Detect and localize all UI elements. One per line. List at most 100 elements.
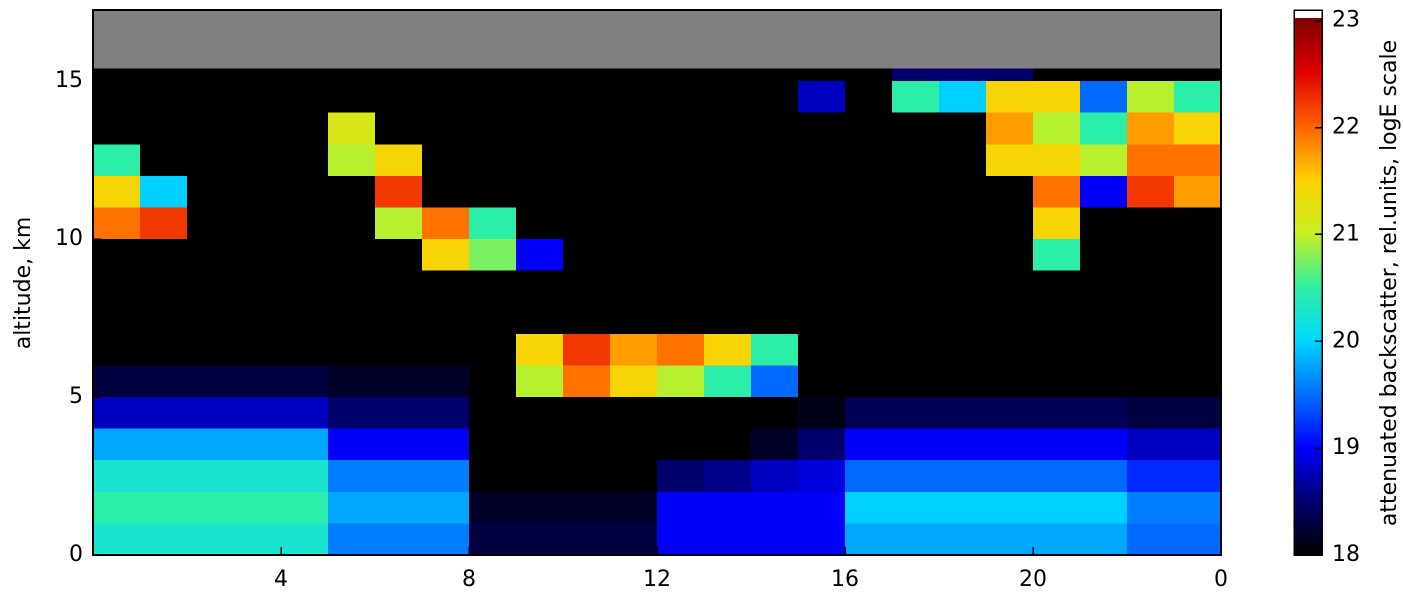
heatmap-cell	[845, 112, 892, 145]
heatmap-cell	[563, 270, 610, 303]
heatmap-cell	[375, 81, 422, 113]
heatmap-cell	[845, 302, 892, 334]
heatmap-cell	[328, 365, 375, 398]
heatmap-cell	[657, 428, 704, 461]
heatmap-cell	[234, 144, 281, 176]
heatmap-cell	[375, 68, 422, 82]
heatmap-cell	[751, 523, 798, 555]
heatmap-cell	[1127, 270, 1174, 303]
heatmap-cell	[328, 491, 375, 524]
heatmap-cell	[328, 428, 375, 461]
heatmap-cell	[751, 491, 798, 524]
heatmap-cell	[845, 207, 892, 240]
heatmap-cell	[516, 365, 563, 398]
heatmap-cell	[892, 144, 939, 176]
y-tick-label: 0	[69, 542, 83, 567]
heatmap-cell	[563, 207, 610, 240]
heatmap-cell	[187, 207, 234, 240]
heatmap-cell	[939, 81, 986, 113]
heatmap-cell	[704, 81, 751, 113]
heatmap-cell	[1174, 175, 1221, 208]
heatmap-cell	[751, 112, 798, 145]
heatmap-cell	[798, 523, 845, 555]
heatmap-cell	[469, 491, 516, 524]
heatmap-cell	[986, 207, 1033, 240]
heatmap-cell	[1033, 144, 1080, 176]
heatmap-cell	[375, 523, 422, 555]
heatmap-cell	[1127, 460, 1174, 492]
heatmap-cell	[986, 523, 1033, 555]
heatmap-cell	[563, 397, 610, 429]
y-tick-label: 15	[55, 68, 83, 93]
heatmap-cell	[422, 175, 469, 208]
heatmap-cell	[704, 523, 751, 555]
heatmap-cell	[986, 333, 1033, 366]
heatmap-cell	[704, 239, 751, 271]
heatmap-cell	[657, 460, 704, 492]
heatmap-cell	[610, 270, 657, 303]
heatmap-cell	[704, 397, 751, 429]
heatmap-cell	[234, 302, 281, 334]
heatmap-cell	[1127, 523, 1174, 555]
heatmap-cell	[657, 81, 704, 113]
heatmap-cell	[328, 68, 375, 82]
heatmap-cell	[939, 460, 986, 492]
heatmap-cell	[422, 523, 469, 555]
heatmap-cell	[657, 270, 704, 303]
heatmap-cell	[328, 81, 375, 113]
heatmap-cell	[422, 112, 469, 145]
heatmap-cell	[610, 68, 657, 82]
heatmap-cell	[140, 239, 187, 271]
heatmap-cell	[751, 365, 798, 398]
heatmap-cell	[939, 270, 986, 303]
heatmap-cell	[469, 523, 516, 555]
heatmap-cell	[187, 81, 234, 113]
heatmap-cell	[281, 175, 328, 208]
heatmap-cell	[1127, 144, 1174, 176]
heatmap-cell	[187, 428, 234, 461]
heatmap-cell	[610, 523, 657, 555]
heatmap-cell	[187, 144, 234, 176]
heatmap-cell	[1174, 333, 1221, 366]
heatmap-cell	[93, 365, 140, 398]
heatmap-cell	[328, 523, 375, 555]
heatmap-cell	[657, 333, 704, 366]
heatmap-cell	[469, 365, 516, 398]
heatmap-cell	[751, 68, 798, 82]
heatmap-cell	[657, 175, 704, 208]
colorbar-label: attenuated backscatter, rel.units, logE …	[1377, 40, 1402, 526]
heatmap-cell	[657, 365, 704, 398]
heatmap-cell	[1080, 397, 1127, 429]
heatmap-cell	[328, 112, 375, 145]
heatmap-cell	[563, 333, 610, 366]
heatmap-cell	[469, 144, 516, 176]
heatmap-cell	[1033, 112, 1080, 145]
heatmap-cell	[469, 460, 516, 492]
colorbar-tick-label: 22	[1332, 115, 1360, 140]
heatmap-cell	[751, 270, 798, 303]
heatmap-cell	[140, 333, 187, 366]
heatmap-cell	[234, 68, 281, 82]
heatmap-cell	[1080, 491, 1127, 524]
heatmap-cell	[657, 523, 704, 555]
heatmap-cell	[1174, 270, 1221, 303]
heatmap-cell	[845, 144, 892, 176]
heatmap-cell	[892, 428, 939, 461]
heatmap-cell	[1080, 365, 1127, 398]
heatmap-cell	[563, 491, 610, 524]
heatmap-cell	[469, 112, 516, 145]
heatmap-cell	[939, 144, 986, 176]
heatmap-cell	[563, 460, 610, 492]
heatmap-cell	[563, 523, 610, 555]
heatmap-cell	[375, 428, 422, 461]
heatmap-cell	[1127, 397, 1174, 429]
heatmap-cell	[939, 112, 986, 145]
heatmap-cell	[1033, 302, 1080, 334]
heatmap-cell	[1080, 207, 1127, 240]
heatmap-cell	[469, 175, 516, 208]
heatmap-cell	[1174, 491, 1221, 524]
heatmap-cell	[610, 333, 657, 366]
heatmap-cell	[281, 112, 328, 145]
heatmap-cell	[234, 207, 281, 240]
heatmap-cell	[704, 68, 751, 82]
